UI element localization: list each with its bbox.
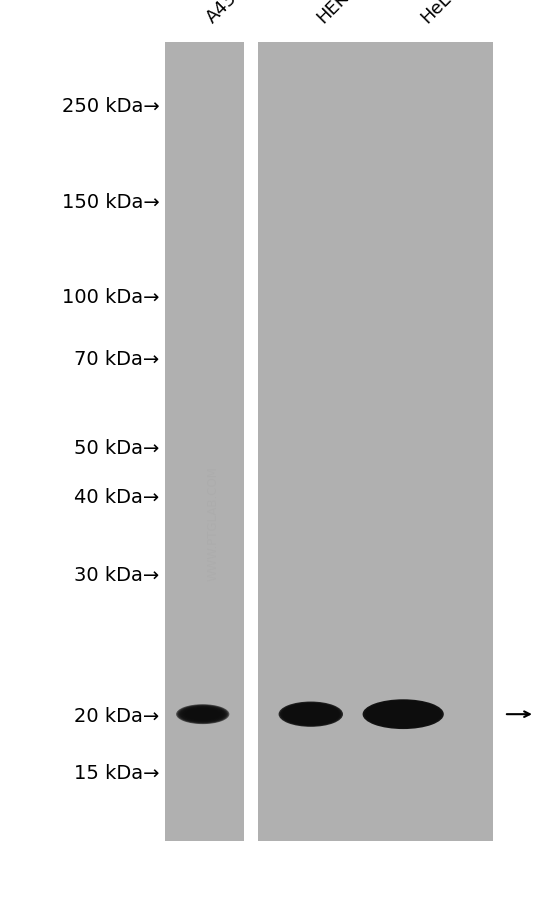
Ellipse shape [185, 708, 221, 721]
Bar [258, 43, 493, 841]
Ellipse shape [176, 704, 230, 724]
Ellipse shape [287, 706, 334, 723]
Ellipse shape [279, 702, 343, 727]
Ellipse shape [183, 708, 222, 721]
Ellipse shape [381, 707, 426, 722]
Ellipse shape [368, 702, 438, 727]
Ellipse shape [283, 704, 339, 725]
Ellipse shape [365, 700, 442, 729]
Ellipse shape [180, 706, 226, 723]
Text: 20 kDa→: 20 kDa→ [74, 706, 160, 726]
Ellipse shape [289, 706, 333, 723]
Text: WWW.PTGLAB.COM: WWW.PTGLAB.COM [206, 465, 220, 581]
Ellipse shape [280, 703, 342, 726]
Text: 40 kDa→: 40 kDa→ [74, 487, 160, 507]
Ellipse shape [284, 704, 337, 724]
Text: 15 kDa→: 15 kDa→ [74, 763, 160, 783]
Ellipse shape [178, 705, 228, 723]
Ellipse shape [286, 705, 335, 723]
Text: 100 kDa→: 100 kDa→ [62, 287, 160, 307]
Text: HEK-293: HEK-293 [314, 0, 380, 27]
Ellipse shape [376, 705, 431, 723]
Ellipse shape [290, 707, 332, 722]
Text: 30 kDa→: 30 kDa→ [74, 565, 160, 584]
Ellipse shape [363, 700, 444, 729]
Text: 50 kDa→: 50 kDa→ [74, 438, 160, 458]
Ellipse shape [366, 701, 440, 728]
Text: 70 kDa→: 70 kDa→ [74, 349, 160, 369]
Ellipse shape [282, 704, 340, 725]
Ellipse shape [377, 706, 429, 723]
Text: 250 kDa→: 250 kDa→ [62, 97, 160, 116]
Ellipse shape [179, 705, 227, 723]
Ellipse shape [374, 704, 433, 724]
Ellipse shape [182, 707, 223, 722]
Ellipse shape [292, 708, 330, 721]
Ellipse shape [181, 706, 225, 723]
Ellipse shape [372, 704, 435, 725]
Bar [165, 43, 244, 841]
Ellipse shape [370, 703, 436, 726]
Ellipse shape [186, 709, 220, 720]
Ellipse shape [187, 709, 218, 720]
Text: A431: A431 [203, 0, 249, 27]
Text: 150 kDa→: 150 kDa→ [62, 192, 160, 212]
Ellipse shape [379, 707, 427, 722]
Text: HeLa: HeLa [417, 0, 462, 27]
